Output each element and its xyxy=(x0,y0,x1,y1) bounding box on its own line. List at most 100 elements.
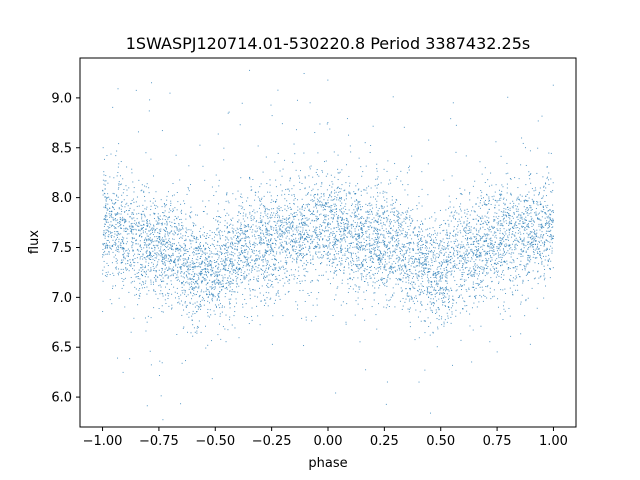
data-point xyxy=(184,258,186,260)
data-point xyxy=(550,191,552,193)
data-point xyxy=(131,199,133,201)
data-point xyxy=(543,279,545,281)
data-point xyxy=(302,253,304,255)
data-point xyxy=(238,240,240,242)
data-point xyxy=(429,301,431,303)
data-point xyxy=(320,196,322,198)
data-point xyxy=(103,231,105,233)
data-point xyxy=(277,236,279,238)
data-point xyxy=(307,204,309,206)
data-point xyxy=(424,253,426,255)
data-point xyxy=(393,251,395,253)
data-point xyxy=(506,260,508,262)
data-point xyxy=(379,229,381,231)
data-point xyxy=(139,230,141,232)
data-point xyxy=(221,311,223,313)
data-point xyxy=(206,213,208,215)
data-point xyxy=(341,248,343,250)
data-point xyxy=(536,229,538,231)
data-point xyxy=(479,294,481,296)
data-point xyxy=(433,272,435,274)
data-point xyxy=(390,267,392,269)
data-point xyxy=(511,249,513,251)
data-point xyxy=(105,253,107,255)
data-point xyxy=(350,242,352,244)
data-point xyxy=(418,234,420,236)
data-point xyxy=(443,321,445,323)
data-point xyxy=(497,252,499,254)
data-point xyxy=(199,301,201,303)
data-point xyxy=(447,243,449,245)
data-point xyxy=(322,205,324,207)
data-point xyxy=(116,234,118,236)
data-point xyxy=(398,279,400,281)
data-point xyxy=(438,319,440,321)
data-point xyxy=(545,183,547,185)
data-point xyxy=(397,219,399,221)
data-point xyxy=(451,311,453,313)
data-point xyxy=(170,275,172,277)
data-point xyxy=(175,248,177,250)
data-point xyxy=(428,139,430,141)
data-point xyxy=(282,168,284,170)
data-point xyxy=(192,252,194,254)
data-point xyxy=(466,208,468,210)
data-point xyxy=(292,161,294,163)
data-point xyxy=(341,219,343,221)
data-point xyxy=(402,298,404,300)
data-point xyxy=(489,341,491,343)
data-point xyxy=(453,240,455,242)
data-point xyxy=(154,247,155,249)
data-point xyxy=(263,235,265,237)
data-point xyxy=(348,262,350,264)
data-point xyxy=(481,237,483,239)
data-point xyxy=(206,282,208,284)
data-point xyxy=(334,205,336,207)
data-point xyxy=(242,218,244,220)
data-point xyxy=(457,231,459,233)
data-point xyxy=(179,244,181,246)
data-point xyxy=(486,237,488,239)
data-point xyxy=(181,227,183,229)
data-point xyxy=(494,259,496,261)
data-point xyxy=(109,215,111,217)
data-point xyxy=(153,213,155,215)
data-point xyxy=(355,271,357,273)
data-point xyxy=(480,325,482,327)
data-point xyxy=(177,266,179,268)
data-point xyxy=(190,240,192,242)
data-point xyxy=(292,221,294,223)
data-point xyxy=(527,210,529,212)
data-point xyxy=(291,214,293,216)
data-point xyxy=(384,258,386,260)
data-point xyxy=(536,246,538,248)
data-point xyxy=(470,250,472,252)
data-point xyxy=(263,294,265,296)
data-point xyxy=(288,242,290,244)
data-point xyxy=(312,176,314,178)
data-point xyxy=(464,212,466,214)
data-point xyxy=(513,234,515,236)
data-point xyxy=(427,287,429,289)
data-point xyxy=(209,279,211,281)
data-point xyxy=(194,247,196,249)
data-point xyxy=(307,236,309,238)
data-point xyxy=(202,226,204,228)
data-point xyxy=(251,268,253,270)
data-point xyxy=(335,294,337,296)
data-point xyxy=(387,275,389,277)
data-point xyxy=(525,164,527,166)
data-point xyxy=(302,289,304,291)
data-point xyxy=(376,200,378,202)
data-point xyxy=(225,341,227,343)
data-point xyxy=(295,215,297,217)
data-point xyxy=(543,245,545,247)
data-point xyxy=(266,275,268,277)
data-point xyxy=(131,229,133,231)
data-point xyxy=(231,324,233,326)
data-point xyxy=(153,307,155,309)
data-point xyxy=(423,261,425,263)
data-point xyxy=(210,264,212,266)
data-point xyxy=(191,285,193,287)
data-point xyxy=(383,267,385,269)
